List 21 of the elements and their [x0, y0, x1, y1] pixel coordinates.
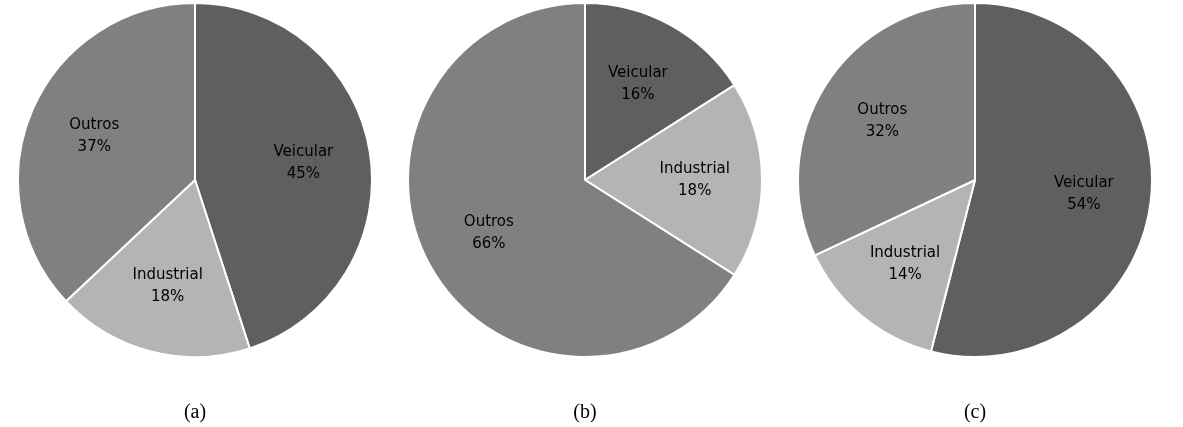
- data-label: 37%: [77, 137, 111, 156]
- slice-label: Outros: [463, 211, 515, 230]
- data-label: 45%: [286, 163, 321, 182]
- text: (b): [573, 400, 597, 423]
- slice-label: Veicular: [607, 62, 669, 81]
- slice-label: Veicular: [1053, 172, 1115, 191]
- slice-label: Outros: [857, 100, 908, 119]
- slice-label: Outros: [69, 115, 120, 134]
- text: (a): [183, 400, 207, 423]
- data-label: 18%: [678, 180, 712, 199]
- data-label: 66%: [472, 233, 506, 252]
- slice-label: Industrial: [869, 243, 941, 262]
- slice-label: Veicular: [273, 141, 335, 160]
- data-label: 14%: [888, 265, 922, 284]
- slice-label: Industrial: [659, 158, 730, 177]
- data-label: 16%: [621, 84, 655, 103]
- text: (c): [963, 400, 987, 423]
- data-label: 54%: [1067, 194, 1101, 213]
- data-label: 32%: [865, 122, 900, 141]
- slice-label: Industrial: [132, 265, 203, 284]
- data-label: 18%: [151, 287, 185, 306]
